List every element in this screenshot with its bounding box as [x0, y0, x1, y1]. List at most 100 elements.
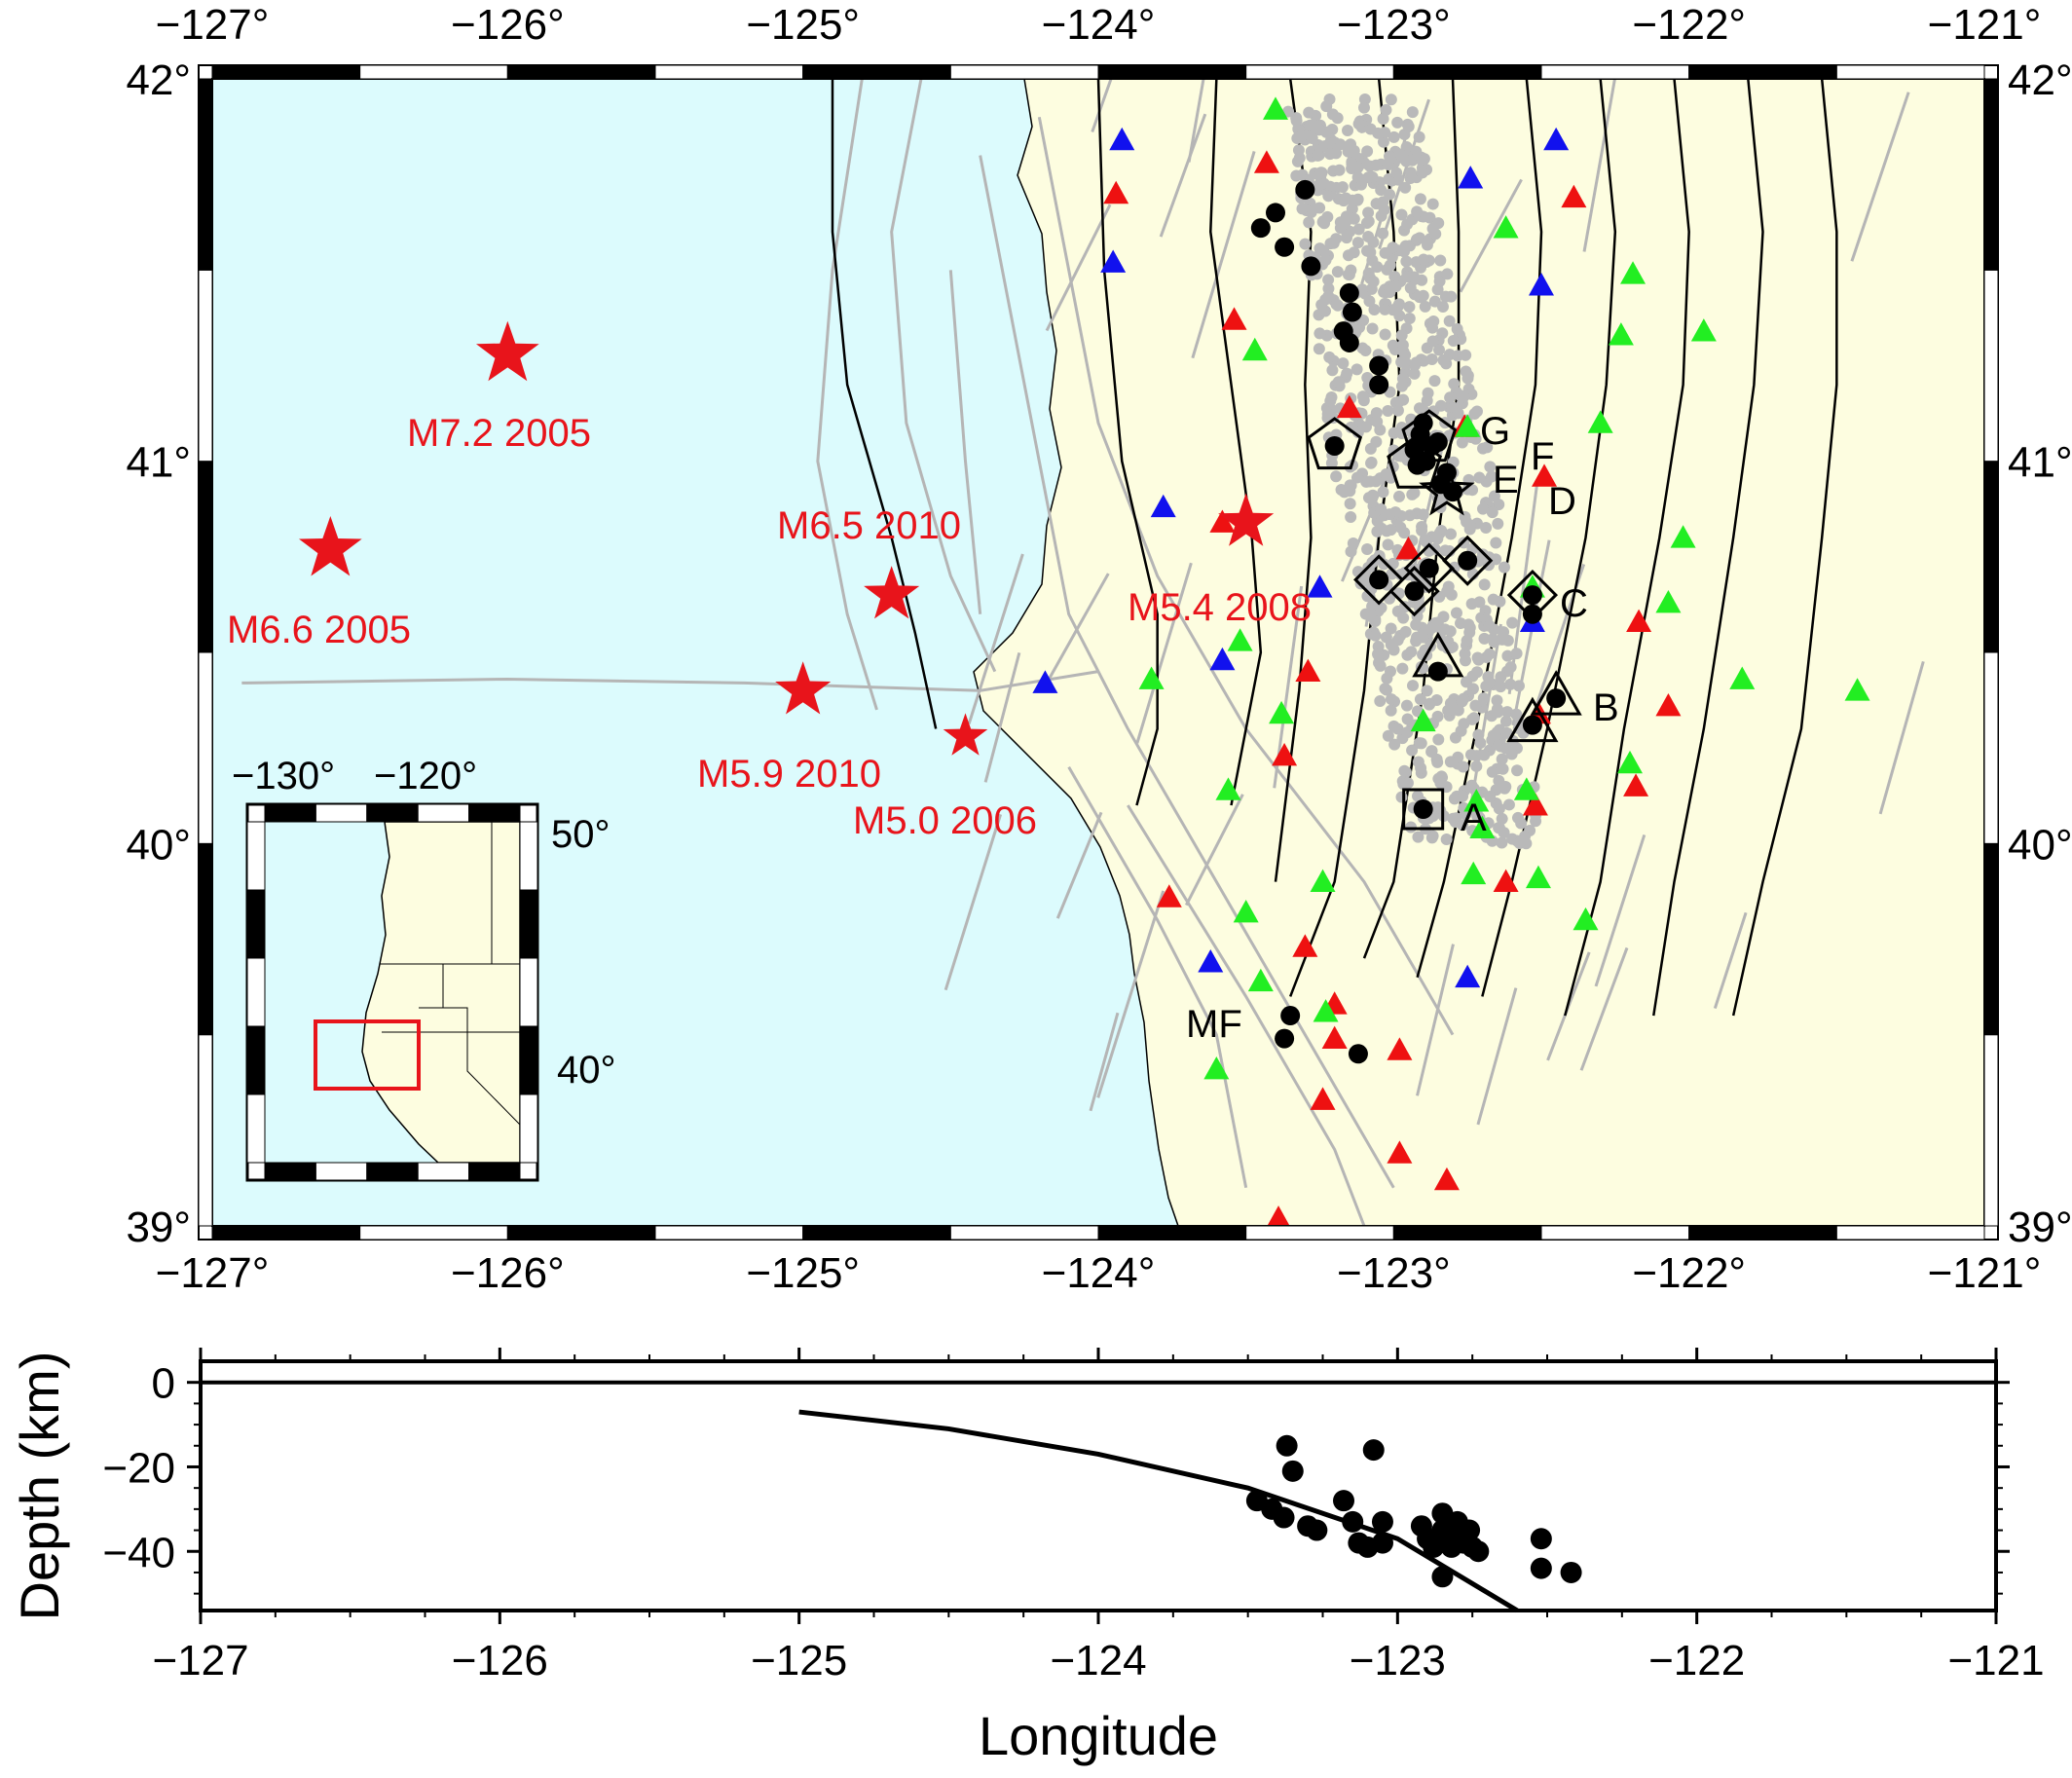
seismicity-dot: [1388, 130, 1400, 143]
seismicity-dot: [1484, 461, 1497, 473]
seismicity-dot: [1346, 158, 1358, 170]
seismicity-dot: [1437, 611, 1450, 623]
station-green-triangle: [1410, 708, 1436, 732]
frame-segment-bottom: [1245, 1225, 1394, 1241]
map-lat-tick-label-left: 41°: [126, 439, 191, 487]
frame-segment-bottom: [1392, 1225, 1542, 1241]
seismicity-dot: [1496, 836, 1508, 849]
station-green-triangle: [1227, 628, 1253, 651]
seismicity-dot: [1448, 793, 1461, 805]
station-red-triangle: [1103, 180, 1129, 204]
frame-segment-bottom: [1835, 1225, 1985, 1241]
station-red-triangle: [1561, 184, 1587, 208]
seismicity-dot: [1419, 300, 1431, 313]
frame-segment-top: [1540, 64, 1690, 80]
seismicity-dot: [1408, 487, 1421, 500]
lfe-family-dot: [1443, 482, 1462, 502]
seismicity-dot: [1370, 198, 1383, 210]
seismicity-dot: [1377, 135, 1389, 148]
seismicity-dot: [1426, 222, 1439, 235]
station-blue-triangle: [1150, 494, 1176, 518]
seismicity-dot: [1441, 268, 1454, 280]
seismicity-dot: [1337, 357, 1350, 370]
seismicity-dot: [1417, 289, 1429, 302]
seismicity-dot: [1319, 293, 1332, 306]
lfe-family-dot: [1295, 179, 1315, 200]
site-triangle-symbol: [1530, 670, 1582, 716]
station-green-triangle: [1690, 318, 1717, 342]
seismicity-dot: [1458, 390, 1470, 403]
seismicity-dot: [1380, 103, 1392, 116]
seismicity-dot: [1292, 144, 1305, 157]
lfe-depth-dot: [1342, 1510, 1364, 1533]
seismicity-dot: [1433, 344, 1446, 356]
seismicity-dot: [1334, 216, 1347, 229]
seismicity-dot: [1470, 759, 1483, 772]
seismicity-dot: [1400, 699, 1413, 712]
seismicity-dot: [1452, 407, 1464, 420]
seismicity-dot: [1315, 178, 1328, 191]
station-green-triangle: [1617, 750, 1643, 774]
station-blue-triangle: [1543, 127, 1570, 151]
seismicity-dot: [1357, 101, 1370, 114]
station-red-triangle: [1267, 1205, 1290, 1226]
lfe-depth-dot: [1273, 1506, 1295, 1529]
station-green-triangle: [1844, 678, 1870, 701]
depth-y-tick-label: 0: [152, 1360, 175, 1408]
seismicity-dot: [1511, 764, 1524, 777]
station-red-triangle: [1395, 536, 1422, 560]
site-diamond-symbol: [1353, 554, 1405, 606]
seismicity-dot: [1404, 281, 1417, 294]
inset-frame-segment-left: [246, 957, 266, 1027]
seismicity-dot: [1470, 750, 1483, 762]
seismicity-dot: [1322, 190, 1335, 203]
seismicity-dot: [1485, 470, 1498, 483]
fault-lines: [241, 79, 1925, 1226]
seismicity-dot: [1487, 633, 1499, 646]
lfe-family-dot: [1275, 237, 1295, 257]
seismicity-dot: [1460, 676, 1472, 688]
seismicity-dot: [1321, 408, 1334, 421]
seismicity-dot: [1423, 698, 1435, 711]
seismicity-dot: [1322, 274, 1335, 286]
map-lat-tick-label-right: 42°: [2008, 56, 2072, 104]
historic-quake-star: [943, 713, 988, 756]
slab-contour-line: [1209, 79, 1263, 806]
station-red-triangle: [1387, 1140, 1413, 1164]
seismicity-dot: [1323, 351, 1336, 363]
station-red-triangle: [1387, 1037, 1413, 1060]
seismicity-dot: [1462, 483, 1474, 496]
inset-frame-segment-top: [314, 803, 368, 823]
frame-segment-top: [1392, 64, 1542, 80]
fault-line: [1459, 178, 1523, 293]
seismicity-dot: [1364, 475, 1377, 488]
seismicity-dot: [1383, 159, 1395, 171]
seismicity-dot: [1413, 130, 1425, 143]
seismicity-dot: [1491, 694, 1503, 707]
seismicity-dot: [1331, 299, 1344, 312]
lfe-depth-dot: [1530, 1528, 1552, 1550]
frame-segment-top: [1688, 64, 1837, 80]
seismicity-dot: [1391, 634, 1404, 647]
frame-segment-bottom: [802, 1225, 951, 1241]
seismicity-dot: [1312, 149, 1324, 162]
seismicity-dot: [1494, 595, 1506, 608]
seismicity-dot: [1412, 790, 1424, 802]
inset-lon-label-120: −120°: [374, 755, 477, 797]
lfe-family-locations: [1250, 179, 1567, 1064]
seismicity-dot: [1405, 646, 1418, 658]
map-lon-tick-label-top: −127°: [156, 1, 270, 49]
seismicity-dot: [1403, 301, 1416, 314]
seismicity-dot: [1498, 633, 1510, 646]
lfe-depth-dot: [1467, 1540, 1490, 1563]
seismicity-dot: [1314, 327, 1326, 340]
seismicity-dot: [1398, 764, 1411, 777]
historic-quake-star: [864, 566, 920, 619]
inset-frame-segment-bottom: [468, 1162, 521, 1181]
seismicity-dot: [1391, 404, 1404, 417]
seismicity-dot: [1510, 708, 1523, 721]
site-label-d: D: [1548, 480, 1576, 523]
fault-line: [241, 670, 1099, 692]
seismicity-dot: [1439, 290, 1452, 303]
site-label-a: A: [1461, 796, 1487, 839]
